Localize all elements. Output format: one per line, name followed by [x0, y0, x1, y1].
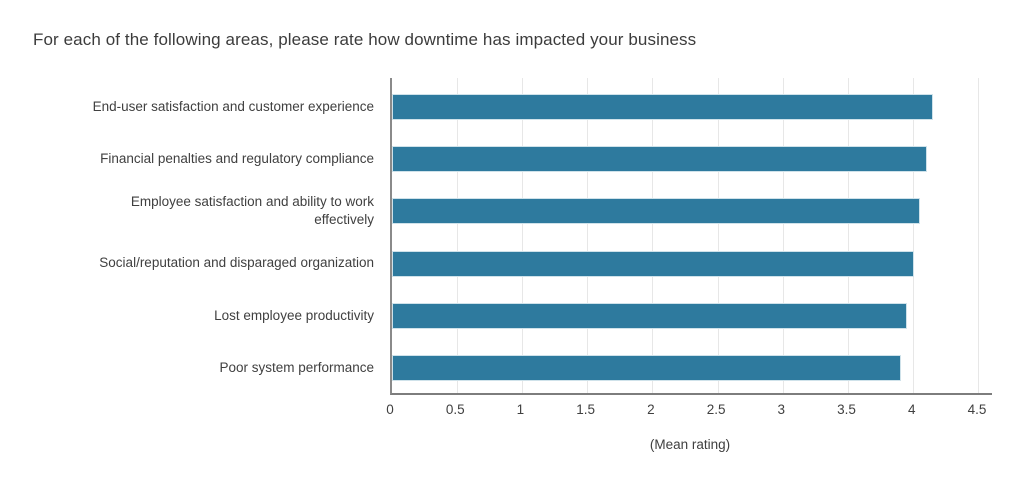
- bar-row: [392, 185, 992, 237]
- bar-row: [392, 342, 992, 394]
- gridline: [587, 78, 589, 393]
- x-tick-label: 2.5: [706, 402, 726, 417]
- x-tick-label: 0: [386, 402, 394, 417]
- bar-2: [392, 198, 921, 225]
- bar-row: [392, 81, 992, 133]
- x-tick-label: 3: [777, 402, 786, 417]
- gridline: [717, 78, 719, 393]
- x-tick-label: 3.5: [837, 402, 856, 417]
- gridline: [848, 78, 850, 393]
- x-tick-label: 0.5: [445, 402, 465, 417]
- x-tick-label: 2: [647, 402, 655, 417]
- gridline: [456, 78, 458, 393]
- bar-row: [392, 290, 992, 342]
- x-tick-label: 1: [516, 402, 525, 417]
- x-tick-label: 4.5: [967, 402, 987, 417]
- bar-4: [392, 302, 908, 329]
- bar-3: [392, 250, 914, 277]
- chart-title: For each of the following areas, please …: [33, 30, 697, 49]
- category-label: Lost employee productivity: [214, 307, 374, 323]
- bar-5: [392, 354, 901, 381]
- plot-area: [390, 78, 992, 395]
- gridline: [782, 78, 784, 393]
- gridline: [913, 78, 915, 393]
- bar-row: [392, 238, 992, 290]
- bar-0: [392, 94, 934, 121]
- category-label: End-user satisfaction and customer exper…: [92, 98, 374, 114]
- category-label: Social/reputation and disparaged organiz…: [99, 255, 374, 271]
- bar-1: [392, 146, 927, 173]
- x-axis-title: (Mean rating): [649, 437, 731, 452]
- category-label: Employee satisfaction and ability to wor…: [130, 194, 374, 228]
- gridline: [652, 78, 654, 393]
- category-label: Financial penalties and regulatory compl…: [100, 151, 374, 167]
- gridline: [521, 78, 523, 393]
- x-tick-label: 4: [907, 402, 916, 417]
- bar-row: [392, 133, 992, 185]
- gridline: [978, 78, 980, 393]
- x-tick-label: 1.5: [576, 402, 596, 417]
- category-label: Poor system performance: [219, 359, 374, 375]
